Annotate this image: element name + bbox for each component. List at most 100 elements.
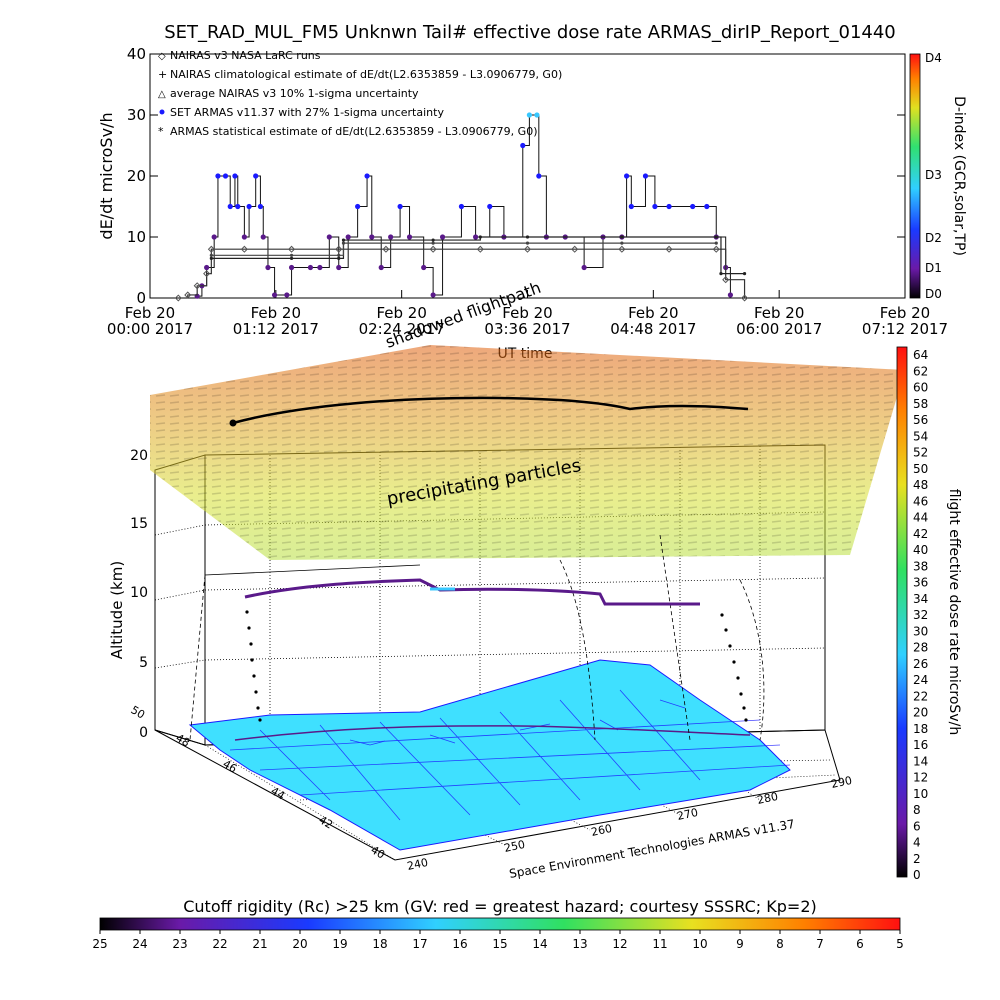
climb-descent-points [245, 610, 748, 722]
shadowed-flightpath-start [229, 419, 237, 427]
dose-tick: 24 [913, 673, 928, 687]
lat-tick: 42 [317, 813, 336, 831]
cutoff-tick-label: 12 [612, 937, 627, 951]
dindex-tick: D4 [925, 51, 942, 65]
floor-plane [154, 729, 841, 861]
cutoff-rigidity-colorbar: Cutoff rigidity (Rc) >25 km (GV: red = g… [92, 897, 903, 951]
cutoff-tick-label: 13 [572, 937, 587, 951]
data-point [714, 235, 718, 239]
dindex-ticks: D0 D1 D2 D3 D4 [925, 51, 942, 301]
lat-tick: 48 [174, 731, 193, 749]
data-point [265, 264, 271, 271]
dose-tick: 36 [913, 576, 928, 590]
top-x-tick-label: 03:36 2017 [484, 320, 570, 338]
data-point [246, 203, 252, 210]
top-x-tick-label: 04:48 2017 [610, 320, 696, 338]
dose-tick: 50 [913, 462, 928, 476]
cutoff-gradient [99, 917, 901, 931]
data-point [336, 264, 342, 271]
data-point [364, 173, 370, 179]
top-y-axis: 0 10 20 30 40 [127, 45, 905, 307]
altitude-tick: 10 [130, 585, 148, 601]
lon-tick: 290 [830, 774, 853, 791]
data-point [184, 291, 192, 299]
data-point [620, 235, 624, 239]
dose-tick: 28 [913, 641, 928, 655]
data-point [741, 294, 749, 302]
legend-marker-asterisk: * [158, 125, 164, 138]
top-x-tick-label: Feb 20 [125, 304, 175, 322]
dose-tick: 60 [913, 381, 928, 395]
top-x-tick-label: Feb 20 [628, 304, 678, 322]
lon-tick: 250 [503, 838, 526, 855]
top-x-tick-label: 02:24 2017 [359, 320, 445, 338]
dose-colorbar [896, 346, 908, 878]
dose-tick: 40 [913, 543, 928, 557]
data-point [307, 264, 314, 271]
top-y-tick-label: 40 [127, 45, 146, 63]
data-point [722, 276, 730, 284]
cutoff-tick-label: 7 [816, 937, 824, 951]
cutoff-tick-label: 20 [292, 937, 307, 951]
top-x-tick-label: 00:00 2017 [107, 320, 193, 338]
data-point [271, 292, 278, 298]
data-point [712, 245, 720, 253]
data-point [235, 203, 241, 210]
data-point [232, 173, 238, 179]
lon-tick: 240 [406, 856, 429, 873]
data-point [571, 245, 579, 253]
altitude-tick: 20 [130, 448, 148, 464]
data-point [719, 272, 723, 276]
top-x-tick-label: Feb 20 [502, 304, 552, 322]
altitude-label: Altitude (km) [108, 561, 126, 659]
data-point [397, 203, 403, 210]
data-point [260, 234, 266, 240]
data-point [378, 264, 384, 271]
top-x-tick-label: 07:12 2017 [862, 320, 948, 338]
data-point [727, 292, 734, 298]
data-point [355, 203, 361, 210]
dindex-tick: D2 [925, 231, 942, 245]
dose-tick: 38 [913, 559, 928, 573]
legend-label: SET ARMAS v11.37 with 27% 1-sigma uncert… [170, 106, 444, 119]
top-x-tick-label: Feb 20 [251, 304, 301, 322]
top-legend: ◇ NAIRAS v3 NASA LaRC runs + NAIRAS clim… [158, 49, 562, 138]
data-point [284, 292, 290, 298]
legend-marker-triangle: △ [158, 89, 166, 100]
legend-marker-dot [159, 109, 165, 115]
legend-entry-nairas-uncert: △ average NAIRAS v3 10% 1-sigma uncertai… [158, 87, 419, 100]
data-point [240, 245, 248, 253]
cutoff-title: Cutoff rigidity (Rc) >25 km (GV: red = g… [183, 897, 817, 916]
cutoff-tick-label: 10 [692, 937, 707, 951]
data-point [523, 245, 532, 253]
legend-label: NAIRAS v3 NASA LaRC runs [170, 49, 321, 62]
lat-tick: 50 [129, 703, 148, 721]
lon-tick: 260 [590, 822, 613, 839]
data-point [665, 245, 673, 253]
data-point [289, 253, 294, 257]
dindex-label: D-index (GCR,solar,TP) [951, 96, 967, 256]
data-point [341, 238, 346, 242]
top-series-group [174, 112, 749, 302]
dose-tick: 12 [913, 771, 928, 785]
left-wall-grid [154, 524, 206, 669]
dose-tick: 64 [913, 348, 928, 362]
legend-entry-nairas-runs: ◇ NAIRAS v3 NASA LaRC runs [158, 49, 321, 62]
cutoff-tick-label: 8 [776, 937, 784, 951]
dose-tick: 10 [913, 787, 928, 801]
data-point [227, 203, 233, 210]
data-point [431, 241, 435, 245]
data-point [288, 245, 296, 253]
data-point [369, 234, 375, 240]
dose-tick: 48 [913, 478, 928, 492]
projection-lines [189, 534, 765, 741]
top-y-tick-label: 30 [127, 106, 146, 124]
top-x-tick-label: Feb 20 [880, 304, 930, 322]
data-point [742, 272, 747, 276]
data-point [406, 234, 413, 240]
data-point [714, 241, 718, 245]
data-point [618, 245, 626, 253]
